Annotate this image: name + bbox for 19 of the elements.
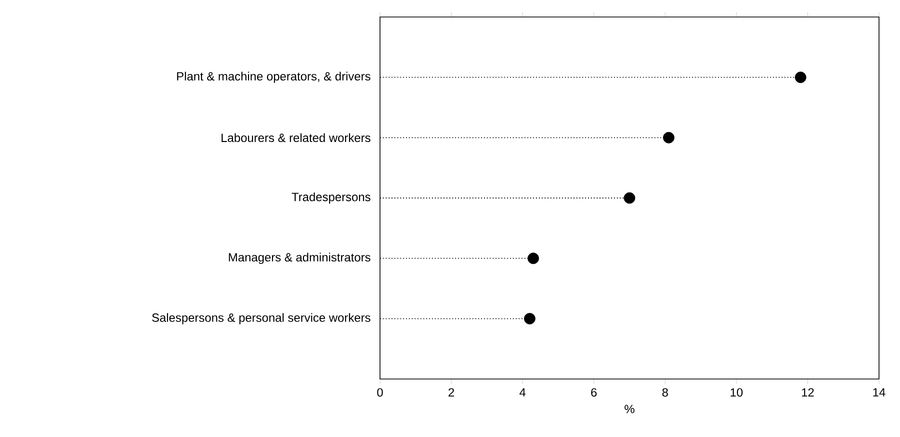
y-tick-label: Plant & machine operators, & drivers [177,72,370,83]
x-tick-label: 8 [662,388,668,397]
point [663,132,674,144]
x-tick-label: 4 [520,388,526,396]
point [528,252,539,264]
y-tick-label: Managers & administrators [228,252,370,264]
point [524,312,536,324]
x-axis-title: % [624,404,634,414]
x-tick-label: 14 [873,388,886,396]
x-tick-label: 0 [377,388,383,397]
x-tick-label: 2 [448,388,454,397]
y-tick-label: Tradespersons [292,192,370,204]
x-tick-label: 10 [730,388,743,397]
x-tick-label: 12 [802,388,814,397]
point [624,192,636,204]
y-tick-label: Salespersons & personal service workers [152,313,370,324]
point [794,72,806,84]
y-tick-label: Labourers & related workers [222,133,370,142]
x-tick-label: 6 [591,388,597,397]
